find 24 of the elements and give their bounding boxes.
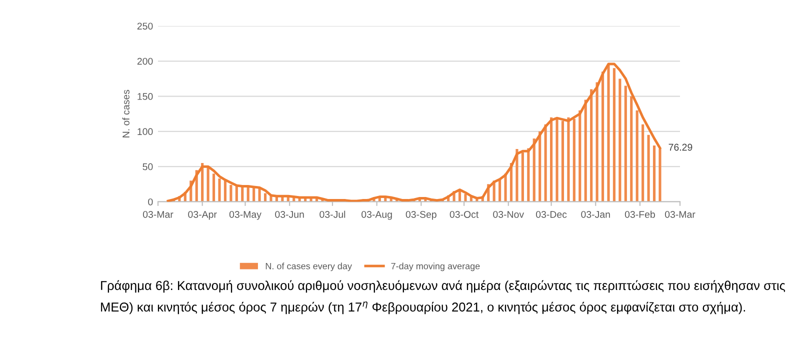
- x-tick-label: 03-Aug: [362, 210, 392, 220]
- x-tick-label: 03-Apr: [188, 210, 217, 220]
- x-tick-label: 03-Nov: [493, 210, 524, 218]
- y-tick-label: 50: [142, 163, 153, 170]
- y-tick-label: 200: [137, 58, 153, 65]
- y-tick-label: 250: [137, 22, 153, 30]
- annotation: 76.29: [668, 144, 692, 151]
- y-tick-label: 100: [138, 128, 153, 136]
- text: Γράφημα 6β: Κατανομή συνολικού αριθμού νοσηλευόμενων ανά ημέρα (εξαιρώντας τις περιπτώσεις που εισήχθησαν στις ΜΕΘ) και κινητός μέσος όρος 7 ημερών (τη 17$^{η}$ Φεβρουαρίου 2021, ο κινητός μέσος όρος εμφανίζεται στο σχήμα).: [101, 280, 786, 314]
- x-tick-label: 03-Oct: [450, 210, 479, 218]
- y-axis-title: N. of cases: [122, 90, 130, 138]
- x-tick-label: 03-May: [229, 210, 262, 220]
- x-tick-label: 03-Sep: [406, 210, 436, 220]
- x-tick-label: 03-Jun: [275, 210, 304, 218]
- y-tick-label: 0: [148, 198, 153, 206]
- x-tick-label: 03-Mar: [142, 210, 174, 218]
- x-tick-label: 03-Feb: [624, 210, 655, 218]
- x-tick-label: 03-Dec: [536, 210, 567, 218]
- y-tick-label: 150: [138, 93, 153, 100]
- legend-label: 7-day moving average: [391, 262, 480, 272]
- x-tick-label: 03-Jul: [320, 210, 346, 218]
- legend-label: N. of cases every day: [266, 262, 352, 272]
- x-tick-label: 03-Mar: [664, 210, 696, 218]
- x-tick-label: 03-Jan: [581, 210, 610, 218]
